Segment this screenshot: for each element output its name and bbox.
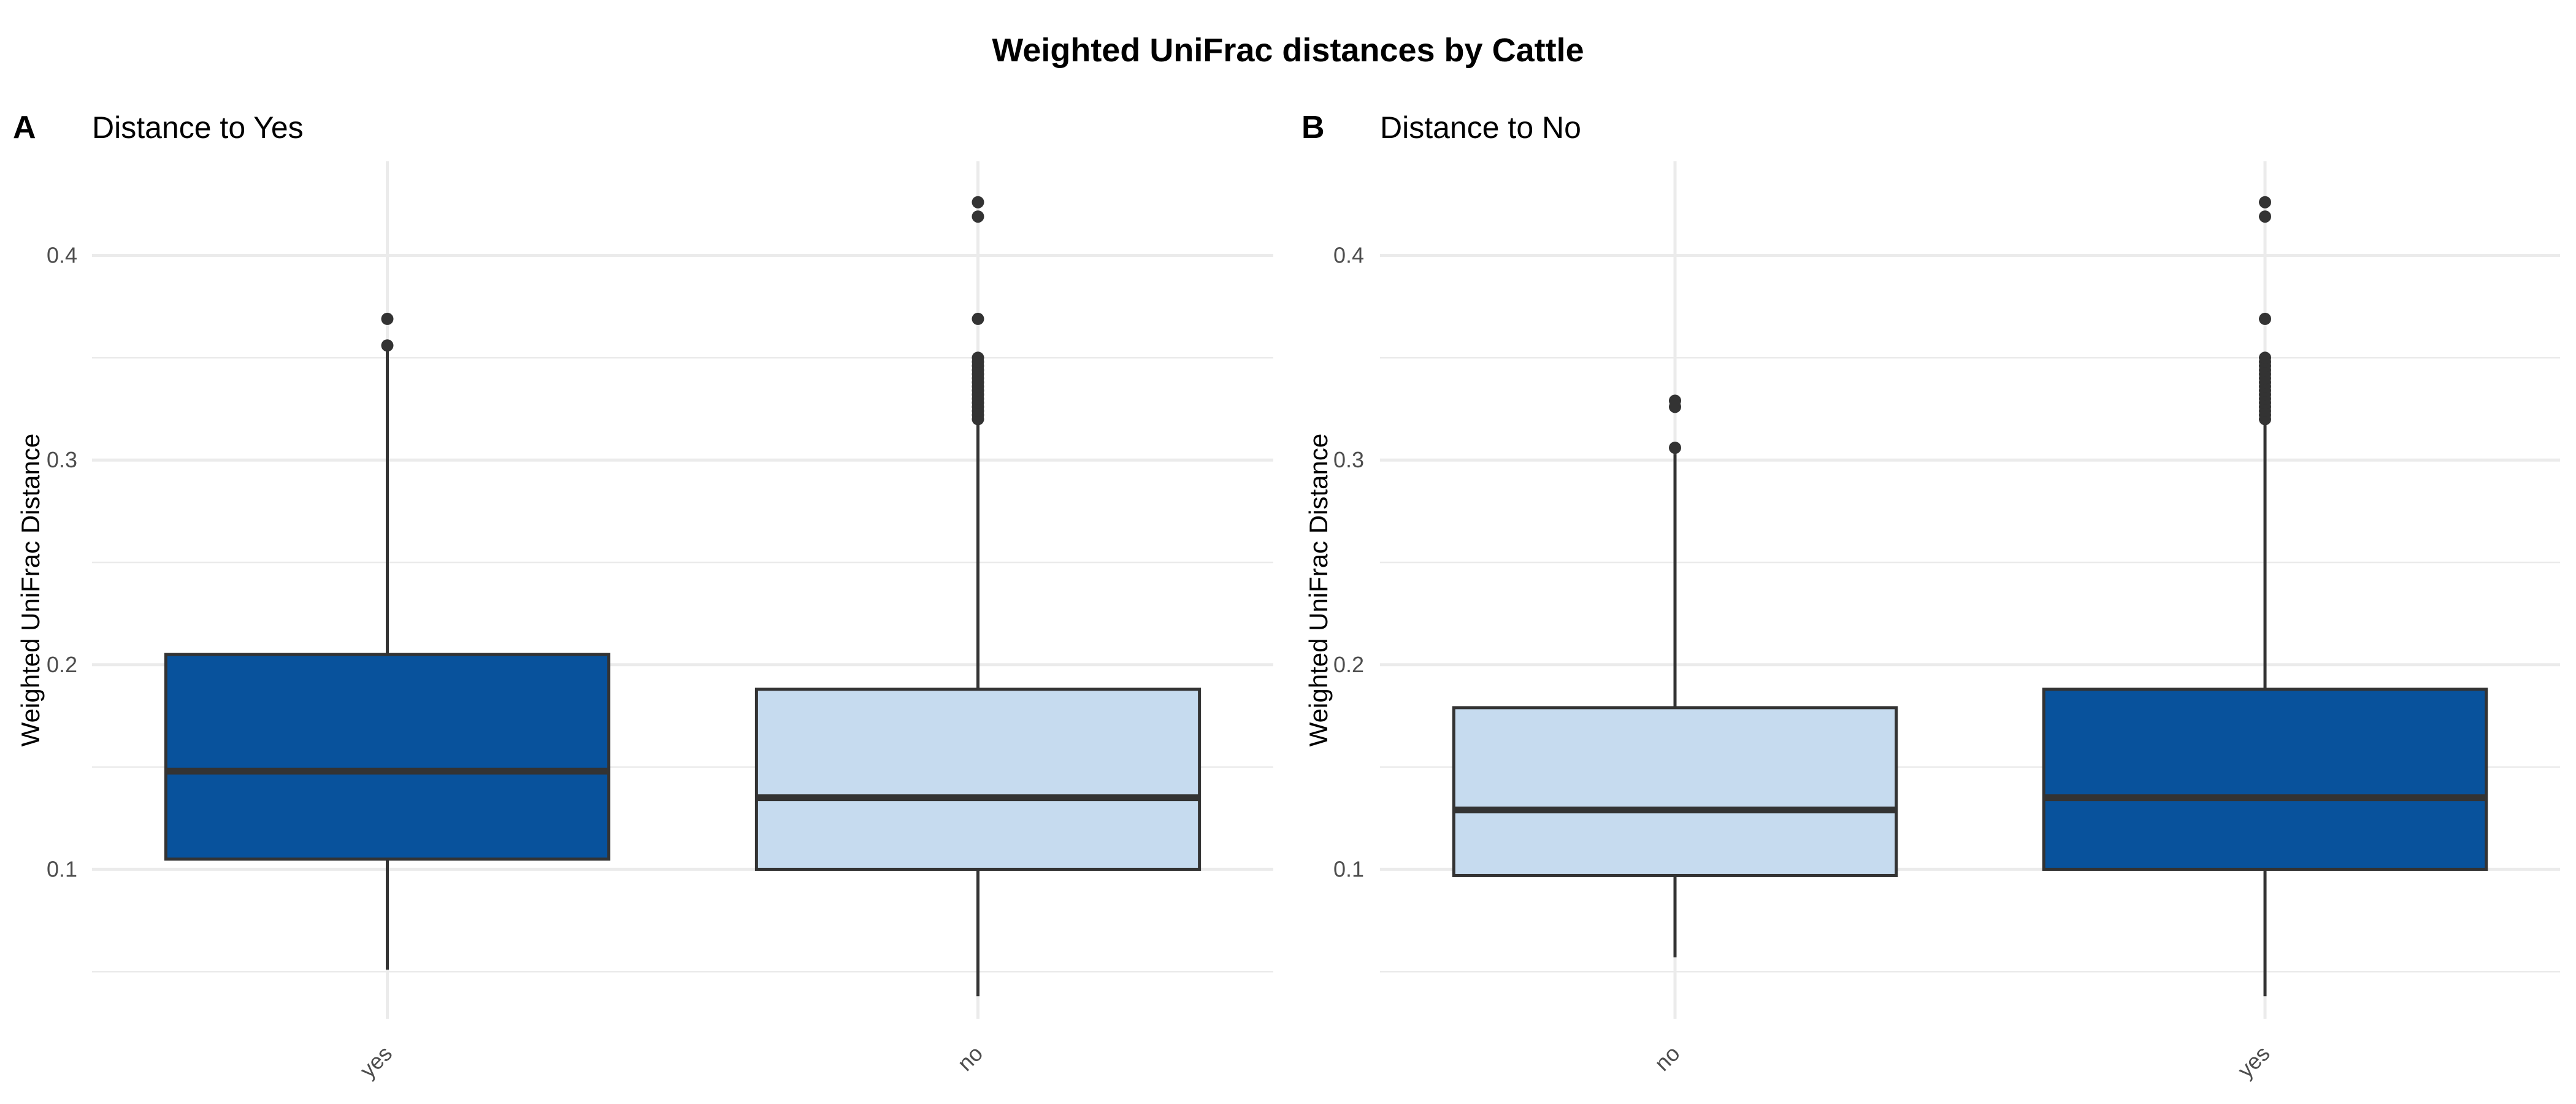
panel-tag: A [13, 110, 36, 145]
y-tick-label: 0.4 [1333, 242, 1364, 267]
x-tick-label: yes [355, 1041, 397, 1083]
panel-b: B Distance to No 0.1 0.2 0.3 0.4 no yes Weighted… [1301, 110, 2560, 1083]
outlier-point [2259, 210, 2271, 223]
y-tick-label: 0.2 [47, 652, 77, 677]
outlier-point [2259, 351, 2271, 364]
outlier-point [2259, 196, 2271, 209]
y-tick-label: 0.3 [1333, 447, 1364, 472]
box-iqr [164, 653, 611, 861]
x-tick-label: yes [2233, 1041, 2275, 1083]
outlier-point [381, 312, 394, 325]
box-iqr [1452, 706, 1898, 877]
panel-title: Distance to Yes [92, 110, 304, 145]
box-iqr [2042, 688, 2488, 871]
y-axis-label: Weighted UniFrac Distance [16, 434, 45, 746]
outlier-point [381, 339, 394, 352]
y-tick-label: 0.3 [47, 447, 77, 472]
box-yes [164, 312, 611, 970]
y-axis-label: Weighted UniFrac Distance [1304, 434, 1333, 746]
y-tick-label: 0.1 [47, 856, 77, 881]
box-no [1452, 394, 1898, 957]
outlier-point [972, 196, 984, 209]
panel-tag: B [1301, 110, 1325, 145]
y-tick-label: 0.2 [1333, 652, 1364, 677]
box-iqr [754, 688, 1202, 871]
box-no [754, 196, 1202, 997]
x-tick-label: no [1649, 1041, 1684, 1076]
figure-title: Weighted UniFrac distances by Cattle [992, 32, 1584, 69]
panel-a: A Distance to Yes 0.1 0.2 0.3 0.4 yes no Weighte… [13, 110, 1273, 1083]
x-tick-label: no [953, 1041, 987, 1076]
outlier-point [972, 312, 984, 325]
y-tick-label: 0.4 [47, 242, 77, 267]
outlier-point [1669, 442, 1681, 454]
panel-title: Distance to No [1380, 110, 1581, 145]
outlier-point [972, 210, 984, 223]
outlier-point [1669, 394, 1681, 407]
outlier-point [972, 351, 984, 364]
outlier-point [2259, 312, 2271, 325]
y-tick-label: 0.1 [1333, 856, 1364, 881]
box-yes [2042, 196, 2488, 997]
